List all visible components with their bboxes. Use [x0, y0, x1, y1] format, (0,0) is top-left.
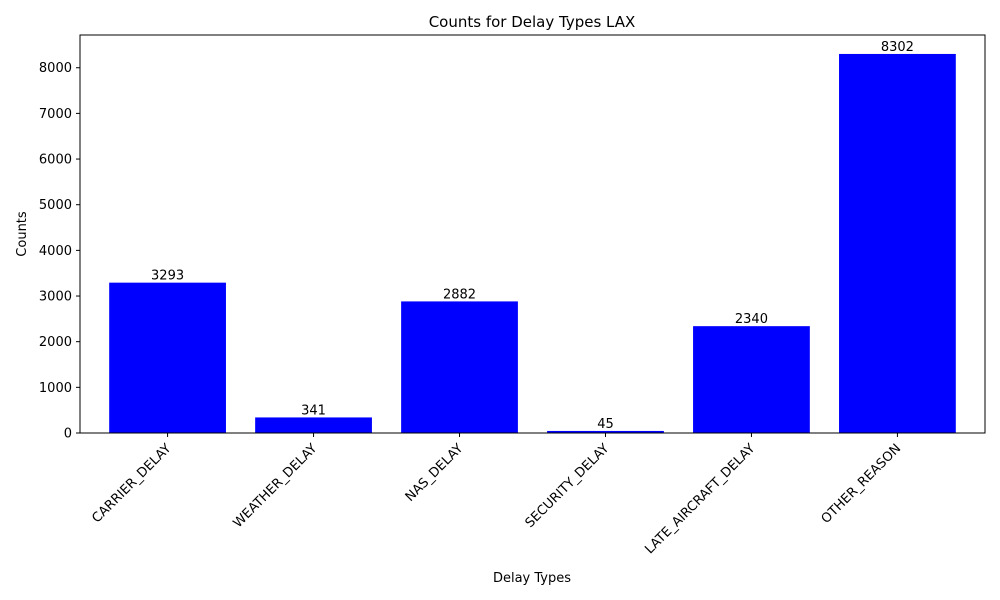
y-tick-label-7000: 7000: [39, 107, 72, 122]
y-tick-label-0: 0: [64, 427, 72, 442]
data-label-security-delay: 45: [597, 417, 614, 432]
x-tick-label-late-aircraft-delay: LATE_AIRCRAFT_DELAY: [642, 441, 758, 557]
data-label-other-reason: 8302: [881, 40, 914, 55]
x-tick-label-carrier-delay: CARRIER_DELAY: [89, 441, 174, 526]
y-axis-label: Counts: [15, 211, 30, 257]
y-tick-label-8000: 8000: [39, 61, 72, 76]
data-label-carrier-delay: 3293: [151, 269, 184, 284]
x-tick-label-other-reason: OTHER_REASON: [819, 441, 905, 527]
data-label-late-aircraft-delay: 2340: [735, 312, 768, 327]
y-tick-label-6000: 6000: [39, 153, 72, 168]
bar-other-reason: [839, 53, 956, 433]
y-tick-label-3000: 3000: [39, 290, 72, 305]
plot-frame: [79, 34, 986, 434]
data-label-nas-delay: 2882: [443, 287, 476, 302]
x-tick-label-weather-delay: WEATHER_DELAY: [231, 441, 321, 531]
x-axis-label: Delay Types: [493, 571, 571, 586]
x-tick-label-nas-delay: NAS_DELAY: [403, 441, 467, 505]
data-label-weather-delay: 341: [301, 403, 326, 418]
bar-security-delay: [547, 430, 664, 433]
bars-layer: [109, 53, 956, 433]
y-tick-label-4000: 4000: [39, 244, 72, 259]
y-axis: 0 1000 2000 3000 4000 5000 6000 7000 8000: [39, 61, 80, 442]
bar-carrier-delay: [109, 282, 226, 433]
y-tick-label-5000: 5000: [39, 198, 72, 213]
data-labels-layer: 3293 341 2882 45 2340 8302: [151, 40, 914, 432]
chart-title: Counts for Delay Types LAX: [429, 13, 636, 31]
y-tick-label-2000: 2000: [39, 335, 72, 350]
bar-nas-delay: [401, 301, 518, 433]
x-axis: CARRIER_DELAY WEATHER_DELAY NAS_DELAY SECUR…: [89, 433, 904, 557]
x-tick-label-security-delay: SECURITY_DELAY: [523, 441, 613, 531]
bar-weather-delay: [255, 417, 372, 433]
bar-late-aircraft-delay: [693, 326, 810, 433]
y-tick-label-1000: 1000: [39, 381, 72, 396]
